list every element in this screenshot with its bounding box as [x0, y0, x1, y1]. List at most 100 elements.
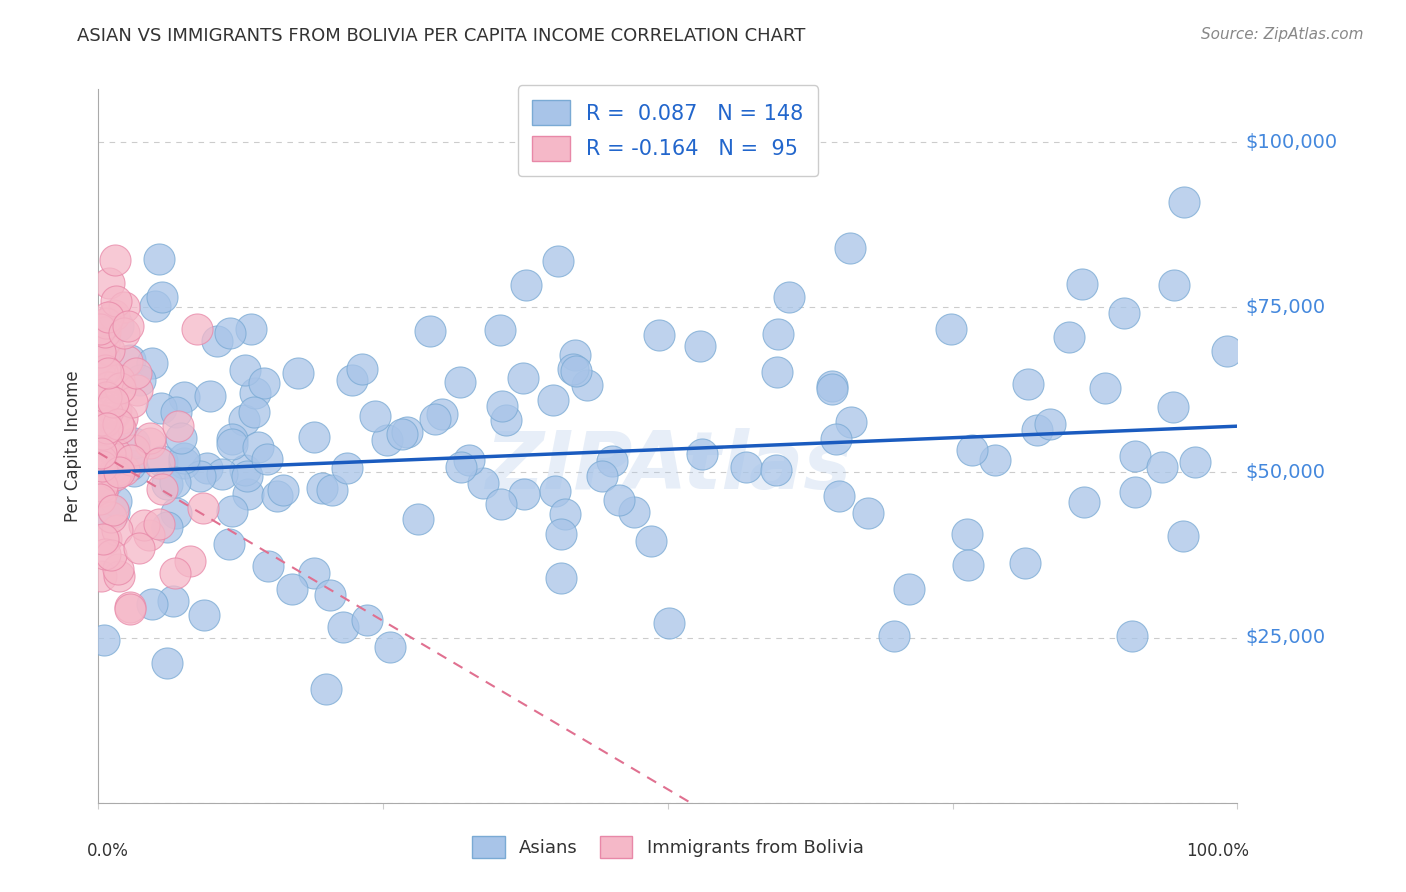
Point	[472, 475, 495, 490]
Point	[266, 489, 288, 503]
Point	[96, 421, 118, 435]
Point	[188, 468, 211, 483]
Point	[395, 425, 418, 440]
Point	[90, 413, 112, 427]
Point	[956, 527, 979, 541]
Point	[219, 326, 242, 340]
Point	[658, 615, 681, 630]
Point	[640, 534, 662, 549]
Point	[287, 367, 309, 381]
Point	[90, 445, 112, 459]
Point	[243, 404, 266, 418]
Point	[450, 460, 472, 475]
Point	[94, 403, 117, 417]
Point	[245, 385, 267, 400]
Point	[89, 345, 111, 359]
Point	[766, 327, 789, 342]
Point	[89, 322, 111, 336]
Point	[150, 401, 173, 415]
Point	[96, 449, 118, 463]
Point	[107, 562, 129, 576]
Point	[898, 582, 921, 596]
Point	[256, 452, 278, 467]
Point	[839, 241, 862, 255]
Point	[127, 383, 149, 397]
Point	[352, 362, 374, 376]
Point	[118, 600, 141, 615]
Point	[128, 541, 150, 555]
Point	[89, 492, 111, 507]
Point	[173, 390, 195, 404]
Point	[139, 431, 162, 445]
Point	[1017, 377, 1039, 392]
Point	[647, 328, 669, 343]
Point	[236, 468, 259, 483]
Point	[302, 430, 325, 444]
Point	[169, 431, 191, 445]
Point	[609, 492, 631, 507]
Point	[156, 519, 179, 533]
Point	[562, 362, 585, 376]
Point	[96, 390, 118, 404]
Point	[117, 318, 139, 333]
Point	[91, 417, 114, 432]
Point	[195, 461, 218, 475]
Point	[120, 458, 142, 472]
Point	[173, 457, 195, 471]
Point	[91, 387, 114, 401]
Text: $100,000: $100,000	[1246, 133, 1337, 152]
Point	[90, 453, 112, 467]
Point	[163, 566, 186, 581]
Point	[544, 484, 567, 499]
Point	[1161, 400, 1184, 414]
Point	[90, 365, 112, 379]
Point	[564, 348, 586, 362]
Point	[148, 517, 170, 532]
Point	[1114, 306, 1136, 320]
Point	[94, 326, 117, 340]
Point	[246, 440, 269, 454]
Text: 100.0%: 100.0%	[1185, 842, 1249, 860]
Point	[150, 482, 173, 496]
Point	[984, 453, 1007, 467]
Point	[165, 506, 187, 520]
Point	[107, 373, 129, 387]
Point	[112, 463, 135, 477]
Point	[271, 483, 294, 497]
Point	[233, 463, 256, 477]
Point	[554, 507, 576, 521]
Point	[93, 434, 115, 448]
Point	[1216, 343, 1239, 358]
Text: $75,000: $75,000	[1246, 298, 1326, 317]
Point	[162, 594, 184, 608]
Point	[94, 459, 117, 474]
Point	[139, 436, 162, 450]
Point	[104, 294, 127, 309]
Point	[90, 569, 112, 583]
Point	[489, 323, 512, 337]
Point	[118, 352, 141, 367]
Point	[96, 405, 118, 419]
Point	[1173, 529, 1195, 543]
Point	[91, 484, 114, 499]
Point	[97, 366, 120, 380]
Point	[122, 464, 145, 478]
Point	[193, 501, 215, 516]
Point	[94, 532, 117, 546]
Point	[689, 339, 711, 353]
Point	[221, 437, 243, 451]
Point	[205, 334, 228, 348]
Point	[89, 397, 111, 411]
Point	[257, 559, 280, 574]
Point	[960, 442, 983, 457]
Point	[98, 276, 121, 290]
Point	[302, 566, 325, 581]
Point	[108, 381, 131, 395]
Text: 0.0%: 0.0%	[87, 842, 129, 860]
Point	[233, 413, 256, 427]
Point	[134, 518, 156, 533]
Point	[221, 432, 243, 446]
Point	[93, 325, 115, 339]
Point	[91, 532, 114, 546]
Point	[193, 608, 215, 623]
